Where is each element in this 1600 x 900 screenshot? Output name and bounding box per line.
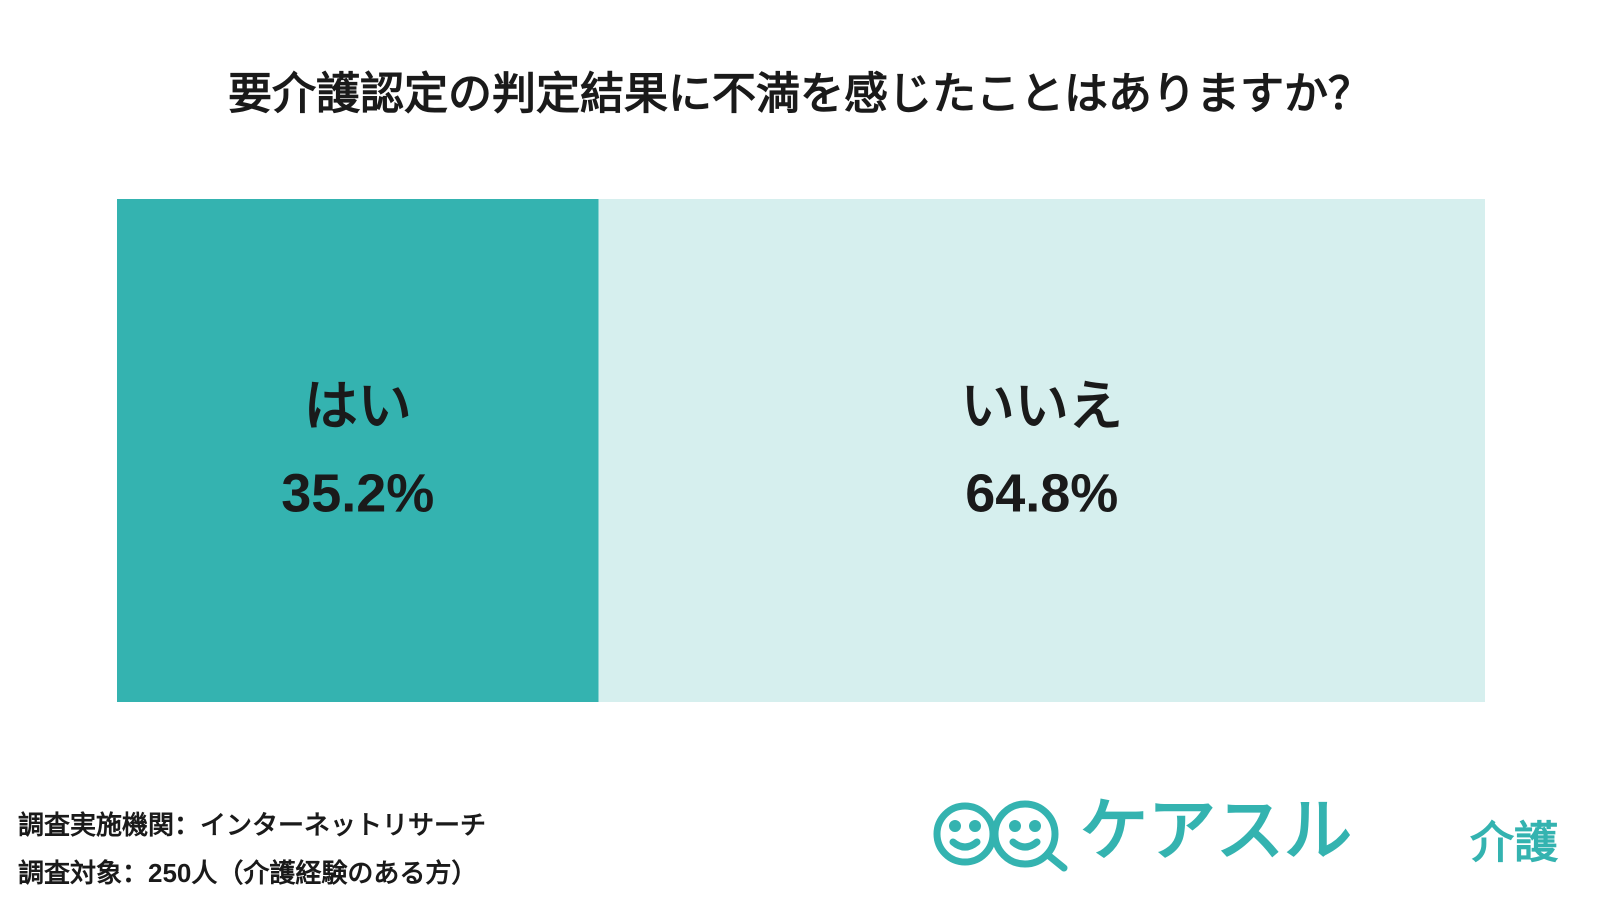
logo-sub: 介護 (1470, 819, 1559, 868)
value-label: 64.8% (965, 463, 1118, 523)
logo-icon (949, 820, 961, 832)
logo-icon (949, 838, 981, 851)
logo-icon (1029, 820, 1041, 832)
logo-name: ケアスル (1080, 793, 1352, 869)
category-label: はい (304, 376, 412, 436)
logo (933, 800, 1068, 872)
category-label: いいえ (961, 376, 1123, 436)
logo-icon (1044, 851, 1068, 872)
source-note: 調査実施機関：インターネットリサーチ (18, 810, 486, 840)
bar-segment (117, 199, 599, 702)
source-note: 調査対象：250人（介護経験のある方） (18, 858, 477, 888)
logo-icon (969, 820, 981, 832)
logo-icon (1009, 838, 1041, 851)
logo-icon (991, 800, 1059, 868)
chart-title: 要介護認定の判定結果に不満を感じたことはありますか？ (228, 70, 1372, 119)
bar-segment (598, 199, 1485, 702)
logo-icon (1009, 820, 1021, 832)
value-label: 35.2% (281, 463, 434, 523)
